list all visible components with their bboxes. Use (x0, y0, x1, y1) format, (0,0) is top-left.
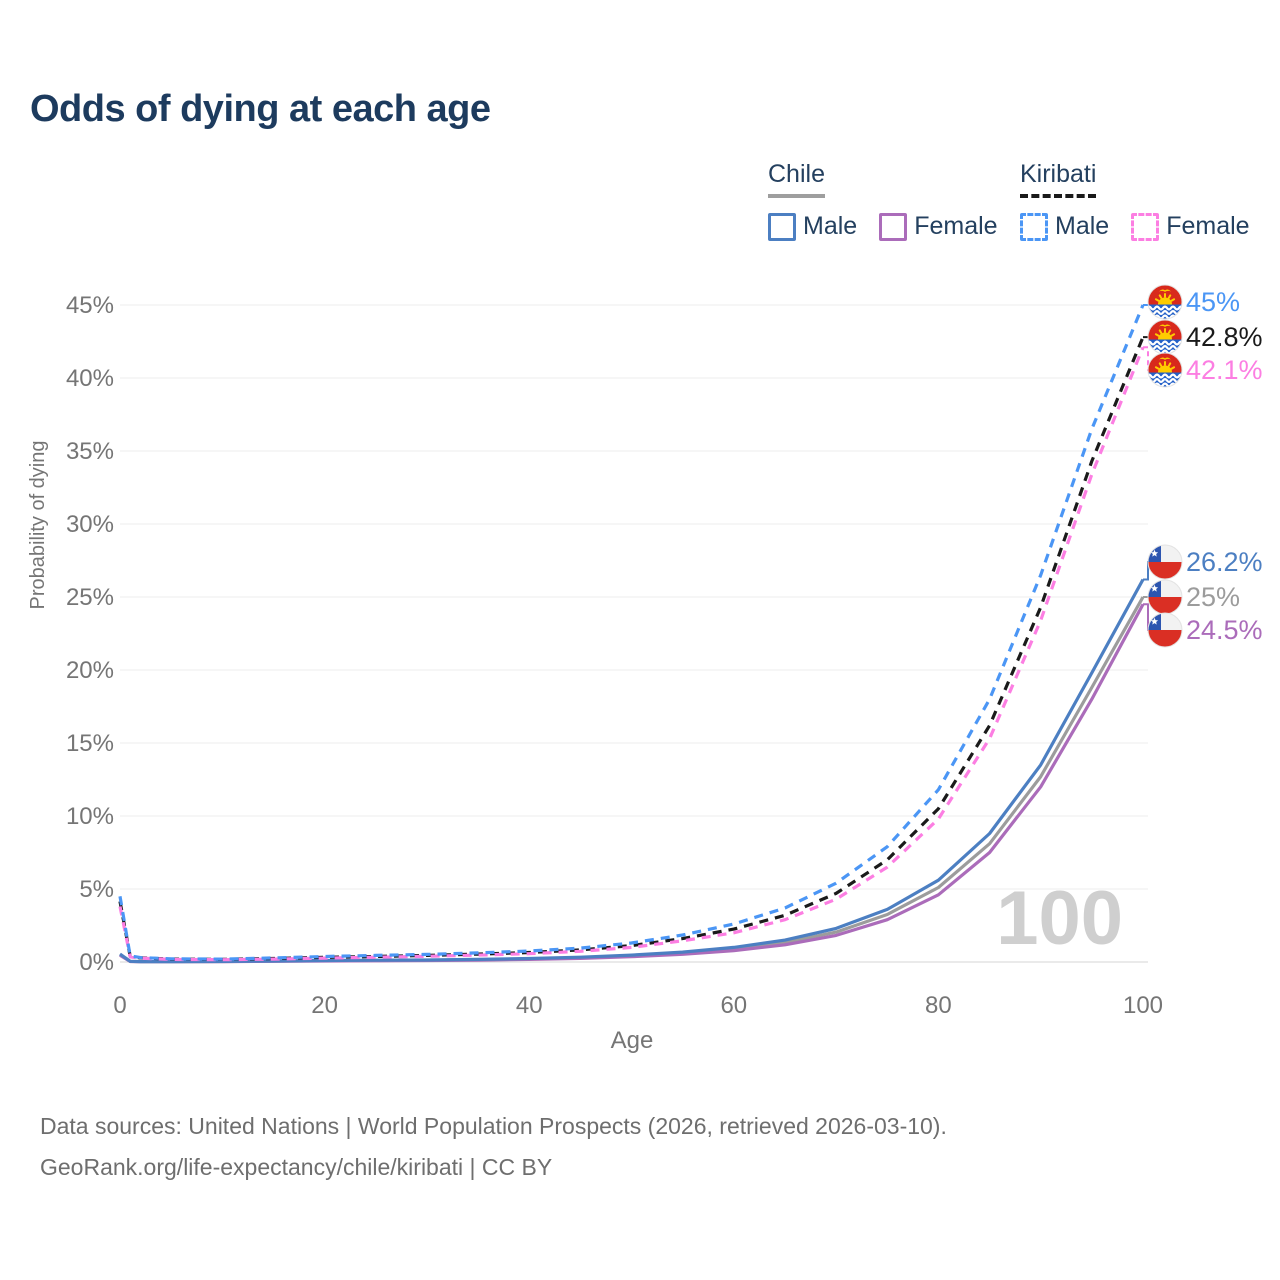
end-label-kiribati-male[interactable]: 45% (1147, 285, 1240, 319)
end-label-kiribati-female[interactable]: 42.1% (1147, 353, 1263, 387)
legend-label: Male (1055, 212, 1110, 240)
x-tick-label: 100 (1123, 992, 1163, 1019)
end-label-chile-female[interactable]: 24.5% (1148, 613, 1263, 647)
legend-item-kiribati-male[interactable]: Male (1020, 212, 1109, 241)
y-axis-title: Probability of dying (27, 441, 49, 610)
y-tick-label: 25% (66, 584, 114, 611)
legend-label: Female (914, 212, 998, 240)
legend-item-chile-male[interactable]: Male (768, 212, 857, 241)
x-axis-title: Age (611, 1027, 654, 1054)
end-label-chile-male[interactable]: 26.2% (1148, 545, 1263, 579)
series-line-chile-both[interactable] (119, 596, 1145, 964)
kiribati-flag-icon (1147, 320, 1183, 354)
legend-group-chile: Chile Male Female (768, 160, 1020, 241)
legend-group-kiribati: Kiribati Male Female (1020, 160, 1272, 241)
chile-flag-icon (1148, 545, 1182, 579)
attribution-line: GeoRank.org/life-expectancy/chile/kiriba… (40, 1154, 553, 1180)
data-sources-line: Data sources: United Nations | World Pop… (40, 1113, 947, 1139)
y-tick-label: 40% (66, 365, 114, 392)
legend-items-chile: Male Female (768, 212, 1020, 241)
page-title: Odds of dying at each age (30, 88, 491, 130)
y-tick-label: 35% (66, 438, 114, 465)
series-line-chile-male[interactable] (119, 578, 1145, 964)
end-labels: 45% 42.8% 42.1% 26.2% 25% 24.5% (1147, 285, 1263, 647)
legend-label: Female (1166, 212, 1250, 240)
x-tick-label: 0 (113, 992, 126, 1019)
end-label-value: 42.8% (1186, 322, 1263, 352)
y-tick-label: 0% (79, 949, 114, 976)
x-tick-label: 40 (516, 992, 543, 1019)
line-chart: 0% 5% 10% 15% 20% 25% 30% 35% 40% 45% 0 20 40 60 80 10… (27, 0, 1263, 1054)
y-tick-label: 15% (66, 730, 114, 757)
legend-label: Male (803, 212, 858, 240)
legend-item-chile-female[interactable]: Female (879, 212, 998, 241)
series-line-kiribati-female[interactable] (118, 346, 1145, 962)
y-tick-label: 10% (66, 803, 114, 830)
x-tick-label: 80 (925, 992, 952, 1019)
chile-female-swatch-icon (879, 212, 908, 241)
label-connectors (1143, 301, 1153, 631)
end-label-value: 26.2% (1186, 547, 1263, 577)
legend-items-kiribati: Male Female (1020, 212, 1272, 241)
x-tick-label: 20 (311, 992, 338, 1019)
series-line-chile-female[interactable] (119, 603, 1145, 964)
end-label-value: 45% (1186, 287, 1240, 317)
series-lines (118, 304, 1145, 964)
legend-country-kiribati[interactable]: Kiribati (1020, 160, 1097, 198)
legend-country-chile[interactable]: Chile (768, 160, 825, 198)
y-tick-label: 5% (79, 876, 114, 903)
end-label-value: 25% (1186, 582, 1240, 612)
y-tick-label: 20% (66, 657, 114, 684)
y-tick-label: 30% (66, 511, 114, 538)
footer: Data sources: United Nations | World Pop… (40, 1106, 947, 1188)
end-label-value: 24.5% (1186, 615, 1263, 645)
series-line-kiribati-both[interactable] (118, 336, 1145, 961)
kiribati-female-swatch-icon (1131, 212, 1160, 241)
y-tick-label: 45% (66, 292, 114, 319)
legend: Chile Male Female Kiribati Male (0, 160, 1280, 241)
chile-flag-icon (1148, 613, 1182, 647)
end-label-value: 42.1% (1186, 355, 1263, 385)
kiribati-flag-icon (1147, 285, 1183, 319)
kiribati-flag-icon (1147, 353, 1183, 387)
legend-item-kiribati-female[interactable]: Female (1131, 212, 1250, 241)
end-label-chile-both[interactable]: 25% (1148, 580, 1240, 614)
watermark-age-100: 100 (996, 876, 1123, 961)
series-line-kiribati-male[interactable] (118, 304, 1145, 961)
kiribati-male-swatch-icon (1020, 212, 1048, 241)
x-tick-labels: 0 20 40 60 80 100 (113, 992, 1163, 1019)
chile-male-swatch-icon (768, 212, 796, 241)
chile-flag-icon (1148, 580, 1182, 614)
y-grid: 0% 5% 10% 15% 20% 25% 30% 35% 40% 45% (66, 292, 1148, 976)
x-tick-label: 60 (720, 992, 747, 1019)
end-label-kiribati-both[interactable]: 42.8% (1147, 320, 1263, 354)
